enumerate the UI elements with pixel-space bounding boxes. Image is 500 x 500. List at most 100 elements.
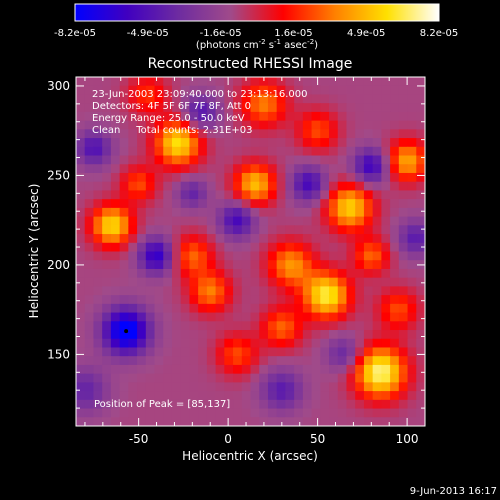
heatmap-cell (102, 295, 112, 305)
heatmap-cell (102, 251, 112, 261)
heatmap-cell (241, 338, 252, 349)
x-axis-label: Heliocentric X (arcsec) (182, 449, 318, 463)
heatmap-cell (407, 164, 417, 174)
heatmap-cell (180, 129, 191, 139)
heatmap-cell (259, 356, 269, 366)
heatmap-cell (128, 111, 138, 122)
heatmap-cell (302, 129, 313, 139)
heatmap-cell (363, 146, 374, 157)
heatmap-cell (355, 268, 365, 279)
heatmap-cell (93, 417, 103, 426)
heatmap-cell (180, 286, 191, 296)
heatmap-cell (189, 408, 199, 418)
heatmap-cell (337, 216, 348, 226)
heatmap-cell (398, 364, 409, 375)
heatmap-cell (355, 77, 365, 87)
heatmap-cell (372, 164, 382, 174)
heatmap-cell (250, 94, 260, 104)
heatmap-cell (390, 338, 400, 349)
heatmap-cell (381, 111, 391, 122)
heatmap-cell (390, 417, 400, 426)
heatmap-cell (171, 225, 182, 235)
heatmap-cell (311, 190, 321, 200)
heatmap-cell (241, 155, 252, 165)
heatmap-cell (110, 172, 121, 183)
heatmap-cell (163, 417, 173, 426)
heatmap-cell (215, 111, 225, 122)
heatmap-cell (285, 85, 295, 96)
heatmap-cell (102, 260, 112, 270)
heatmap-cell (285, 382, 295, 392)
heatmap-cell (154, 391, 164, 401)
heatmap-cell (294, 356, 304, 366)
heatmap-cell (276, 172, 286, 183)
heatmap-cell (76, 190, 86, 200)
heatmap-cell (76, 330, 86, 340)
heatmap-cell (198, 94, 208, 104)
heatmap-cell (276, 77, 286, 87)
heatmap-cell (110, 338, 121, 349)
heatmap-cell (137, 164, 147, 174)
heatmap-cell (233, 417, 243, 426)
heatmap-cell (372, 382, 382, 392)
heatmap-cell (137, 347, 147, 357)
heatmap-cell (102, 129, 112, 139)
heatmap-cell (171, 172, 182, 183)
heatmap-cell (198, 199, 208, 209)
heatmap-cell (320, 146, 330, 157)
heatmap-cell (407, 321, 417, 331)
heatmap-cell (189, 146, 199, 157)
heatmap-cell (320, 94, 330, 104)
heatmap-cell (294, 260, 304, 270)
heatmap-cell (381, 103, 391, 113)
heatmap-cell (398, 408, 409, 418)
heatmap-cell (285, 234, 295, 244)
heatmap-cell (416, 303, 425, 314)
heatmap-cell (381, 260, 391, 270)
heatmap-cell (407, 382, 417, 392)
heatmap-cell (145, 399, 156, 410)
heatmap-cell (285, 330, 295, 340)
heatmap-cell (241, 138, 252, 148)
heatmap-cell (119, 251, 129, 261)
heatmap-cell (110, 277, 121, 287)
heatmap-cell (128, 207, 138, 218)
heatmap-cell (398, 373, 409, 383)
heatmap-cell (154, 417, 164, 426)
heatmap-cell (294, 85, 304, 96)
heatmap-cell (154, 260, 164, 270)
heatmap-cell (407, 399, 417, 410)
heatmap-cell (206, 408, 217, 418)
heatmap-cell (224, 77, 234, 87)
heatmap-cell (276, 129, 286, 139)
heatmap-cell (241, 399, 252, 410)
heatmap-cell (171, 295, 182, 305)
heatmap-cell (372, 303, 382, 314)
heatmap-cell (267, 172, 278, 183)
heatmap-cell (267, 277, 278, 287)
heatmap-cell (224, 164, 234, 174)
heatmap-cell (337, 295, 348, 305)
heatmap-cell (302, 399, 313, 410)
heatmap-cell (302, 382, 313, 392)
heatmap-cell (154, 85, 164, 96)
heatmap-cell (355, 103, 365, 113)
heatmap-cell (76, 111, 86, 122)
heatmap-cell (398, 172, 409, 183)
heatmap-cell (163, 408, 173, 418)
heatmap-cell (346, 330, 356, 340)
heatmap (76, 77, 425, 426)
heatmap-cell (198, 303, 208, 314)
heatmap-cell (363, 391, 374, 401)
heatmap-cell (416, 242, 425, 253)
heatmap-cell (390, 129, 400, 139)
heatmap-cell (285, 216, 295, 226)
heatmap-cell (267, 268, 278, 279)
heatmap-cell (145, 364, 156, 375)
heatmap-cell (294, 234, 304, 244)
heatmap-cell (407, 373, 417, 383)
heatmap-cell (381, 347, 391, 357)
heatmap-cell (363, 408, 374, 418)
heatmap-cell (372, 330, 382, 340)
